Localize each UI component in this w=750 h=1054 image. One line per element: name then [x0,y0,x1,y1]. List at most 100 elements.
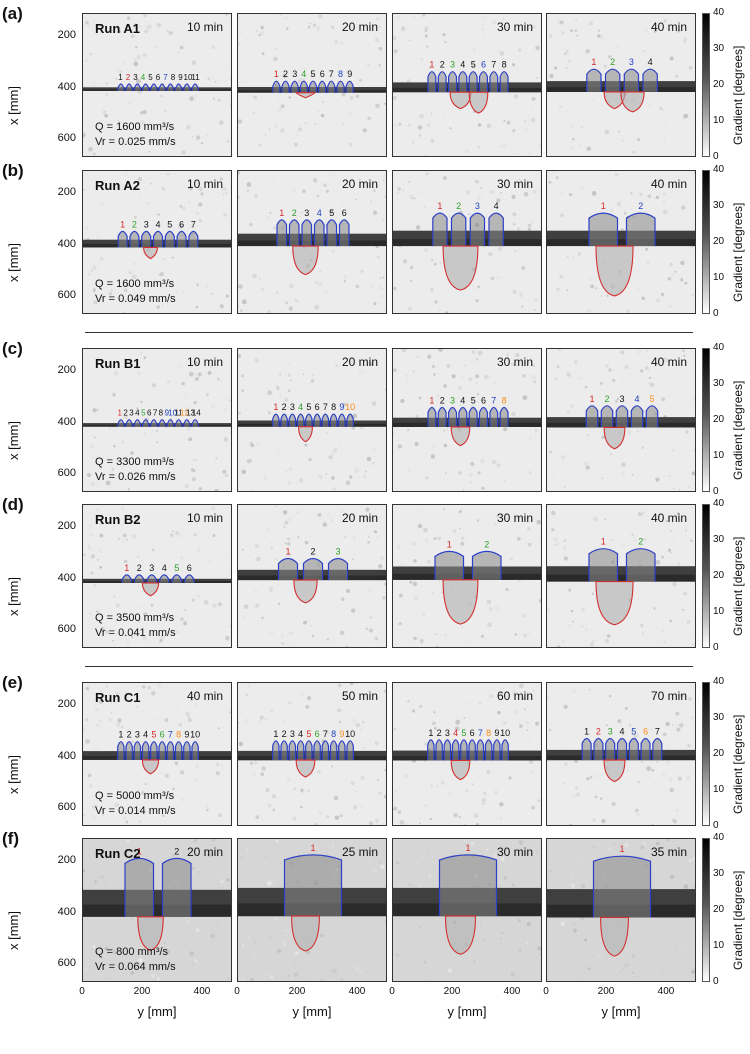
surface-speckle [250,443,255,448]
finger-outline [469,212,486,247]
surface-speckle [85,686,90,691]
surface-speckle [469,482,472,484]
finger-number: 2 [638,537,643,547]
colorbar [702,838,710,982]
x-tick-label: 0 [79,986,85,997]
surface-speckle [225,14,228,17]
surface-speckle [690,539,693,542]
surface-speckle [482,938,485,941]
surface-speckle [210,119,214,124]
surface-speckle [661,397,666,402]
time-label: 35 min [650,845,687,859]
surface-speckle [89,784,93,788]
surface-speckle [476,519,480,522]
surface-speckle [577,689,583,695]
surface-speckle [96,483,101,488]
surface-speckle [200,192,204,196]
surface-speckle [99,565,103,569]
colorbar-tick-label: 20 [713,414,725,425]
surface-speckle [268,464,272,468]
surface-speckle [554,66,558,70]
surface-speckle [320,113,325,118]
surface-speckle [429,979,431,981]
colorbar-tick-label: 10 [713,450,725,461]
image-panel: 1 2 3 4 5 6 7 8 9 10 Run C1 Q = 5000 mm³/s Vr = 0.01… [82,682,232,826]
surface-speckle [85,516,87,518]
surface-speckle [345,480,351,485]
surface-speckle [533,380,537,384]
finger-number: 5 [167,219,172,229]
surface-speckle [588,689,591,691]
finger-outline [276,219,288,247]
finger-number: 9 [347,69,352,79]
surface-speckle [164,109,167,112]
surface-speckle [94,805,98,808]
surface-speckle [319,933,324,938]
surface-speckle [398,623,400,625]
finger-number: 5 [174,563,179,573]
surface-speckle [649,818,652,821]
finger-number: 1 [465,843,470,853]
surface-speckle [661,631,666,636]
surface-speckle [115,69,118,71]
x-tick-label: 0 [389,986,395,997]
surface-speckle [408,39,411,41]
finger-outline [272,740,280,761]
surface-speckle [589,277,593,281]
time-label: 30 min [496,845,533,859]
surface-speckle [255,556,261,562]
surface-speckle [326,512,332,518]
surface-speckle [603,64,607,68]
surface-speckle [253,760,258,765]
surface-speckle [287,389,291,393]
surface-speckle [551,510,556,516]
colorbar-label: Gradient [degrees] [731,870,745,970]
surface-speckle [199,354,201,356]
surface-speckle [612,842,616,846]
surface-speckle [343,275,347,279]
fan-outline [442,245,479,291]
surface-speckle [534,298,538,303]
finger-outline [437,406,447,427]
run-name: Run B2 [95,512,141,527]
finger-number: 3 [450,60,455,70]
surface-speckle [514,250,517,252]
surface-speckle [359,970,364,975]
surface-speckle [563,556,568,561]
surface-speckle [404,467,406,470]
image-panel: 1 2 3 4 40 min [546,13,696,157]
y-tick-label: 400 [57,905,76,918]
surface-speckle [570,883,576,888]
finger-outline [301,219,313,247]
surface-speckle [628,724,632,727]
surface-speckle [540,537,541,541]
surface-speckle [367,63,371,67]
surface-speckle [181,467,185,470]
surface-speckle [266,817,268,819]
surface-speckle [286,734,289,738]
finger-outline [288,413,297,427]
surface-speckle [93,84,96,87]
surface-speckle [568,823,573,825]
finger-outline [484,739,493,761]
surface-speckle [491,20,497,25]
surface-speckle [575,792,580,797]
surface-speckle [113,445,116,448]
surface-speckle [668,28,671,32]
surface-speckle [217,190,220,194]
colorbar-tick-label: 10 [713,115,725,126]
surface-speckle [497,276,500,279]
fan-outline [450,759,471,781]
finger-outline [468,406,478,427]
surface-speckle [360,775,366,781]
surface-speckle [340,201,344,205]
surface-speckle [276,451,281,456]
surface-speckle [555,176,559,180]
surface-speckle [671,538,673,540]
surface-speckle [422,14,426,17]
finger-number: 5 [461,728,466,738]
surface-speckle [406,79,411,84]
surface-speckle [567,256,569,258]
surface-speckle [347,112,350,115]
